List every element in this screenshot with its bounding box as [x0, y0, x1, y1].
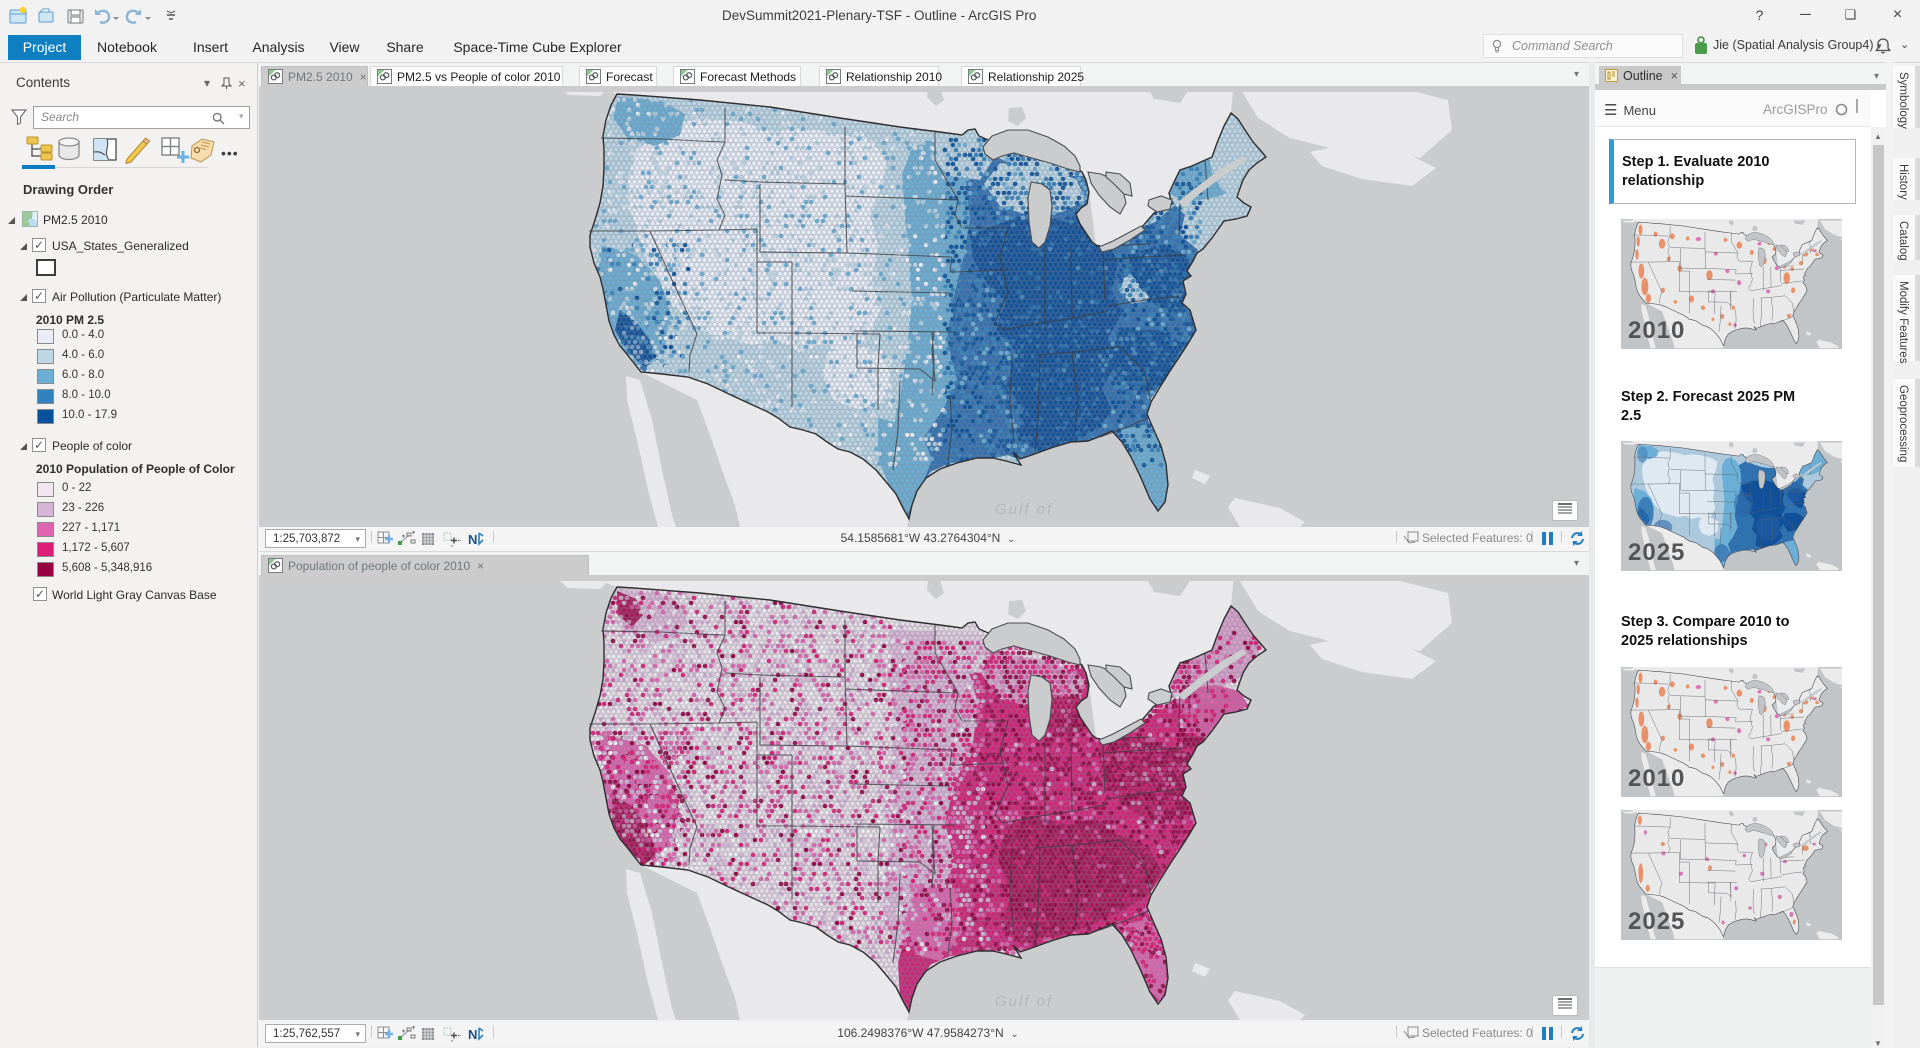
- svg-text:N: N: [468, 532, 477, 547]
- svg-text:Gulf of: Gulf of: [995, 501, 1053, 518]
- svg-text:N: N: [468, 1027, 477, 1042]
- svg-text:Gulf of: Gulf of: [995, 993, 1053, 1010]
